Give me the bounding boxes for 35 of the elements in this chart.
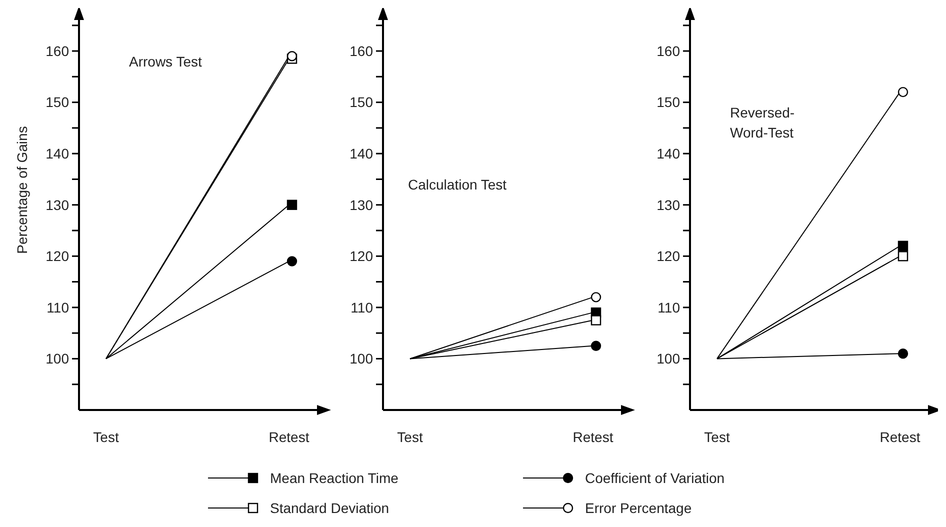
- y-tick-label: 130: [46, 196, 70, 213]
- y-tick-label: 150: [46, 94, 70, 110]
- y-tick-label: 100: [350, 350, 374, 367]
- y-tick-label: 130: [350, 196, 374, 213]
- legend-label: Mean Reaction Time: [270, 470, 399, 486]
- y-tick-label: 150: [656, 94, 680, 110]
- legend-label: Error Percentage: [585, 500, 692, 516]
- y-tick-label: 140: [350, 145, 374, 162]
- y-tick-label: 120: [46, 248, 70, 264]
- y-tick-label: 110: [350, 299, 374, 316]
- y-axis-title: Percentage of Gains: [14, 126, 30, 254]
- x-tick-label: Test: [93, 429, 119, 445]
- y-tick-label: 150: [350, 94, 374, 110]
- legend-label: Standard Deviation: [270, 500, 390, 516]
- y-tick-label: 160: [656, 42, 680, 59]
- x-tick-label: Test: [704, 429, 730, 445]
- x-tick-label: Retest: [880, 429, 920, 445]
- y-tick-label: 140: [46, 145, 70, 162]
- y-tick-label: 100: [656, 350, 680, 367]
- legend-label: Coefficient of Variation: [585, 470, 725, 486]
- text: Calculation Test: [408, 176, 507, 192]
- y-tick-label: 160: [350, 42, 374, 59]
- y-tick-label: 140: [656, 145, 680, 162]
- y-tick-label: 160: [46, 42, 70, 59]
- text: Reversed-Word-Test: [730, 104, 795, 141]
- y-tick-label: 120: [656, 248, 680, 264]
- y-tick-label: 100: [46, 350, 70, 367]
- x-tick-label: Retest: [268, 429, 310, 445]
- y-tick-label: 110: [46, 299, 70, 316]
- y-tick-label: 130: [656, 196, 680, 213]
- x-tick-label: Test: [397, 429, 423, 445]
- y-tick-label: 110: [658, 299, 680, 316]
- y-tick-label: 120: [350, 248, 374, 264]
- x-tick-label: Retest: [572, 429, 614, 445]
- text: Arrows Test: [129, 53, 202, 70]
